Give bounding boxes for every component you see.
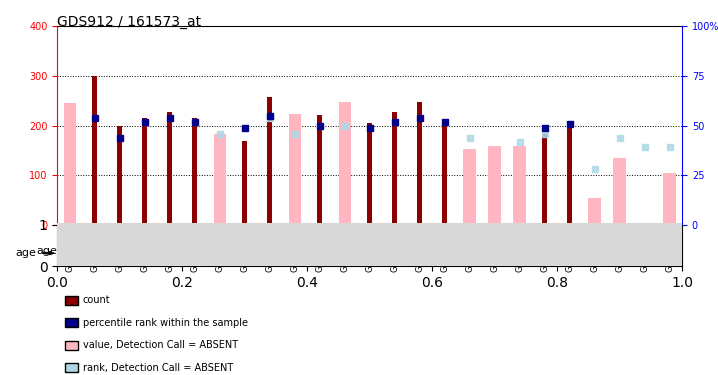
Bar [167, 112, 172, 225]
Text: count: count [83, 295, 110, 305]
Text: GDS912 / 161573_at: GDS912 / 161573_at [57, 15, 202, 29]
Bar [317, 115, 322, 225]
Bar [142, 118, 147, 225]
Bar [417, 102, 422, 225]
Text: 23 d: 23 d [332, 246, 357, 256]
Bar [339, 102, 351, 225]
Text: 9 wk: 9 wk [406, 246, 433, 256]
Bar [488, 146, 501, 225]
Text: 17 d: 17 d [258, 246, 282, 256]
Bar [382, 236, 457, 266]
Bar [267, 97, 272, 225]
Text: 6 d: 6 d [123, 246, 141, 256]
Bar [57, 236, 108, 266]
Bar [64, 103, 76, 225]
Bar [307, 236, 382, 266]
Bar [157, 236, 233, 266]
Text: percentile rank within the sample: percentile rank within the sample [83, 318, 248, 327]
Bar [613, 158, 626, 225]
Bar [542, 134, 547, 225]
Text: age: age [16, 248, 37, 258]
Bar [118, 126, 122, 225]
Bar [442, 121, 447, 225]
Bar [368, 123, 372, 225]
Bar [513, 146, 526, 225]
Bar [464, 149, 476, 225]
Bar [663, 173, 676, 225]
Bar [589, 198, 601, 225]
Bar [567, 122, 572, 225]
Bar [243, 141, 247, 225]
Bar [214, 134, 226, 225]
Text: 14 d: 14 d [182, 246, 208, 256]
Text: 1 d: 1 d [74, 246, 91, 256]
Bar [557, 236, 682, 266]
Bar [457, 236, 557, 266]
Text: age: age [37, 246, 57, 256]
Bar [192, 118, 197, 225]
Text: rank, Detection Call = ABSENT: rank, Detection Call = ABSENT [83, 363, 233, 372]
Bar [108, 236, 157, 266]
Text: 1 y: 1 y [611, 246, 628, 256]
Bar [289, 114, 301, 225]
Bar [93, 76, 98, 225]
Text: value, Detection Call = ABSENT: value, Detection Call = ABSENT [83, 340, 238, 350]
Bar [392, 112, 397, 225]
Bar [233, 236, 307, 266]
Text: 5 mo: 5 mo [493, 246, 521, 256]
